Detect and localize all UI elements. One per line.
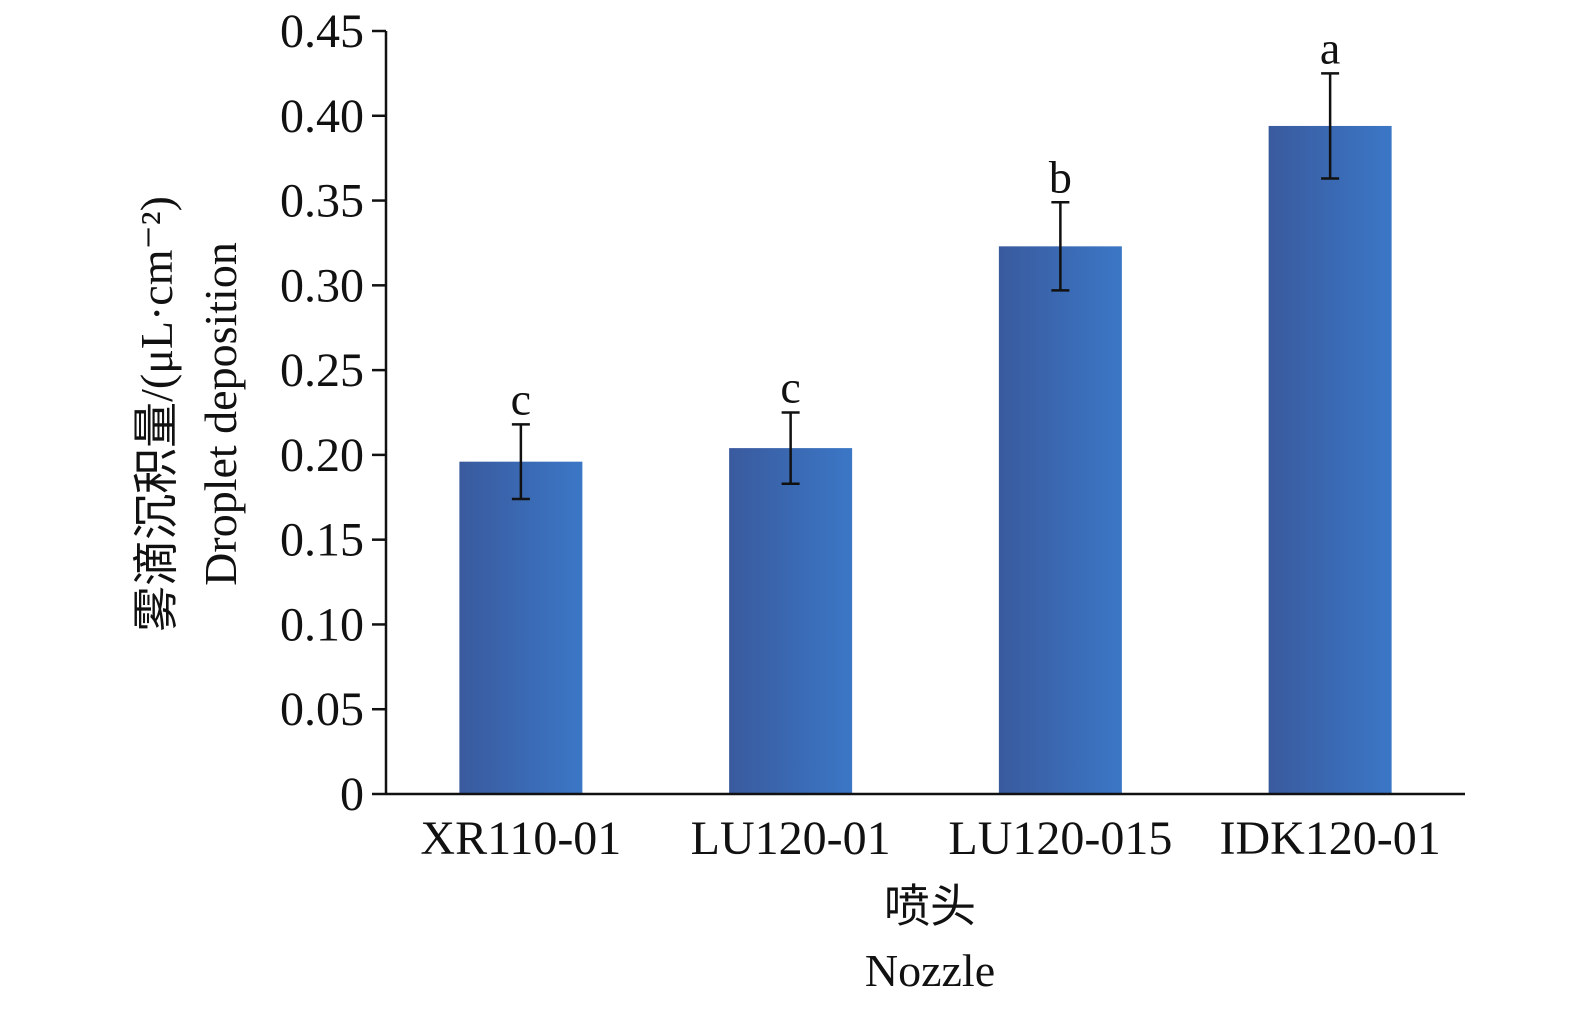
significance-label-XR110-01: c bbox=[511, 373, 531, 424]
y-axis-title-en: Droplet deposition bbox=[195, 242, 246, 586]
significance-label-LU120-01: c bbox=[780, 362, 800, 413]
y-axis-title-zh: 雾滴沉积量/(μL·cm⁻²) bbox=[131, 196, 182, 632]
x-tick-label-XR110-01: XR110-01 bbox=[420, 812, 621, 865]
y-tick-label: 0 bbox=[340, 768, 364, 821]
bar-IDK120-01 bbox=[1268, 125, 1392, 794]
y-tick-label: 0.35 bbox=[280, 175, 364, 228]
bar-LU120-01 bbox=[729, 448, 853, 794]
y-tick-label: 0.40 bbox=[280, 90, 364, 143]
x-axis-title-zh: 喷头 bbox=[884, 881, 976, 932]
y-tick-label: 0.25 bbox=[280, 344, 364, 397]
significance-label-IDK120-01: a bbox=[1320, 22, 1340, 73]
y-tick-label: 0.15 bbox=[280, 514, 364, 567]
x-tick-labels-group: XR110-01 LU120-01 LU120-015 IDK120-01 bbox=[420, 812, 1440, 865]
significance-label-LU120-015: b bbox=[1049, 151, 1072, 202]
y-tick-label: 0.30 bbox=[280, 259, 364, 312]
y-tick-label: 0.20 bbox=[280, 429, 364, 482]
y-tick-label: 0.10 bbox=[280, 598, 364, 651]
significance-labels-group: c c b a bbox=[511, 22, 1341, 424]
y-ticks-group: 0 0.05 0.10 0.15 0.20 0.25 0.30 0.35 0.40 0.45 bbox=[280, 5, 386, 821]
x-axis-title-en: Nozzle bbox=[865, 945, 995, 996]
x-tick-label-IDK120-01: IDK120-01 bbox=[1219, 812, 1440, 865]
error-bars-group bbox=[511, 72, 1340, 501]
bar-LU120-015 bbox=[998, 246, 1122, 794]
y-tick-label: 0.45 bbox=[280, 5, 364, 58]
bars-group bbox=[459, 125, 1392, 794]
x-tick-label-LU120-01: LU120-01 bbox=[691, 812, 891, 865]
y-tick-label: 0.05 bbox=[280, 683, 364, 736]
x-tick-label-LU120-015: LU120-015 bbox=[948, 812, 1172, 865]
bar-XR110-01 bbox=[459, 461, 583, 794]
